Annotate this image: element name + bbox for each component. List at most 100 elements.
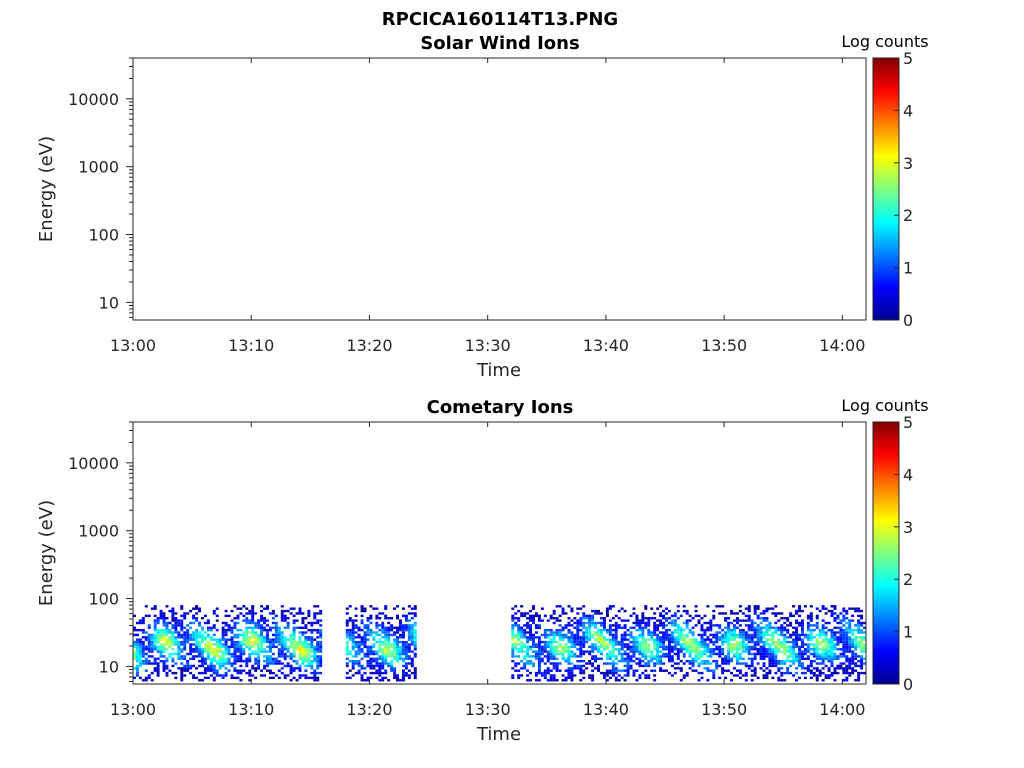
spectrogram-cell: [845, 657, 849, 660]
spectrogram-cell: [153, 621, 157, 625]
spectrogram-cell: [537, 671, 541, 675]
spectrogram-cell: [401, 676, 405, 680]
spectrogram-cell: [614, 633, 618, 637]
spectrogram-cell: [180, 657, 184, 660]
spectrogram-cell: [366, 638, 370, 641]
spectrogram-cell: [387, 648, 391, 651]
spectrogram-cell: [266, 607, 269, 610]
y-tick-label: 10: [99, 657, 119, 676]
spectrogram-cell: [735, 662, 739, 665]
spectrogram-cell: [863, 626, 866, 629]
spectrogram-cell: [413, 645, 417, 649]
spectrogram-cell: [301, 659, 305, 663]
spectrogram-cell: [372, 657, 376, 660]
spectrogram-cell: [608, 643, 612, 646]
spectrogram-cell: [189, 648, 193, 651]
spectrogram-cell: [192, 621, 196, 625]
spectrogram-cell: [390, 645, 394, 649]
spectrogram-cell: [591, 657, 595, 660]
spectrogram-cell: [842, 643, 846, 646]
spectrogram-cell: [227, 659, 231, 663]
spectrogram-cell: [144, 676, 148, 680]
spectrogram-cell: [812, 652, 816, 656]
spectrogram-cells: [133, 605, 866, 682]
spectrogram-cell: [626, 667, 630, 670]
spectrogram-cell: [280, 614, 284, 618]
spectrogram-cell: [815, 607, 819, 610]
spectrogram-cell: [744, 664, 748, 668]
spectrogram-cell: [626, 619, 630, 622]
spectrogram-cell: [271, 638, 275, 641]
spectrogram-cell: [363, 631, 367, 634]
spectrogram-cell: [532, 633, 535, 637]
spectrogram-cell: [242, 659, 246, 663]
spectrogram-cell: [741, 612, 745, 615]
spectrogram-cell: [667, 659, 671, 663]
spectrogram-cell: [393, 671, 397, 675]
spectrogram-cell: [762, 640, 766, 644]
spectrogram-cell: [274, 633, 278, 637]
y-tick-label: 100: [88, 226, 119, 245]
spectrogram-cell: [718, 626, 722, 629]
spectrogram-cell: [183, 643, 187, 646]
spectrogram-cell: [260, 605, 264, 608]
spectrogram-cell: [824, 648, 828, 651]
spectrogram-cell: [650, 657, 654, 660]
spectrogram-cell: [818, 648, 822, 651]
spectrogram-cell: [209, 667, 213, 670]
spectrogram-cell: [546, 636, 550, 639]
spectrogram-cell: [254, 631, 258, 634]
spectrogram-cell: [289, 652, 293, 656]
spectrogram-cell: [150, 662, 154, 665]
spectrogram-cell: [863, 631, 866, 634]
spectrogram-cell: [594, 612, 598, 615]
spectrogram-cell: [532, 617, 535, 620]
spectrogram-cell: [573, 674, 577, 677]
spectrogram-cell: [795, 652, 799, 656]
spectrogram-cell: [162, 648, 166, 651]
spectrogram-cell: [141, 655, 145, 658]
spectrogram-cell: [399, 624, 402, 627]
spectrogram-cell: [721, 667, 725, 670]
spectrogram-cell: [650, 650, 654, 653]
spectrogram-cell: [316, 636, 320, 639]
spectrogram-cell: [845, 669, 849, 672]
spectrogram-cell: [809, 617, 813, 620]
spectrogram-cell: [239, 671, 243, 675]
spectrogram-cell: [635, 643, 639, 646]
spectrogram-cell: [174, 638, 178, 641]
spectrogram-cell: [851, 657, 855, 660]
spectrogram-cell: [715, 659, 719, 663]
spectrogram-cell: [277, 638, 281, 641]
spectrogram-cell: [635, 621, 639, 625]
spectrogram-cell: [537, 669, 541, 672]
spectrogram-cell: [860, 621, 864, 625]
spectrogram-cell: [741, 643, 745, 646]
spectrogram-cell: [759, 628, 763, 632]
spectrogram-cell: [783, 640, 787, 644]
spectrogram-cell: [248, 621, 252, 625]
spectrogram-cell: [715, 652, 719, 656]
spectrogram-cell: [150, 679, 154, 682]
spectrogram-cell: [162, 612, 166, 615]
spectrogram-cell: [735, 643, 739, 646]
spectrogram-cell: [307, 614, 311, 618]
spectrogram-cell: [780, 679, 784, 682]
spectrogram-cell: [555, 633, 559, 637]
spectrogram-cell: [384, 645, 388, 649]
spectrogram-cell: [292, 640, 296, 644]
spectrogram-cell: [570, 667, 574, 670]
spectrogram-cell: [206, 657, 210, 660]
spectrogram-cell: [747, 605, 751, 608]
spectrogram-cell: [759, 631, 763, 634]
colorbar-tick-label: 1: [903, 623, 913, 642]
spectrogram-cell: [313, 676, 317, 680]
spectrogram-cell: [511, 638, 515, 641]
spectrogram-cell: [257, 650, 261, 653]
spectrogram-cell: [676, 648, 680, 651]
spectrogram-cell: [233, 633, 237, 637]
spectrogram-cell: [747, 624, 751, 627]
spectrogram-cell: [348, 619, 352, 622]
spectrogram-cell: [198, 643, 201, 646]
spectrogram-cell: [413, 612, 417, 615]
